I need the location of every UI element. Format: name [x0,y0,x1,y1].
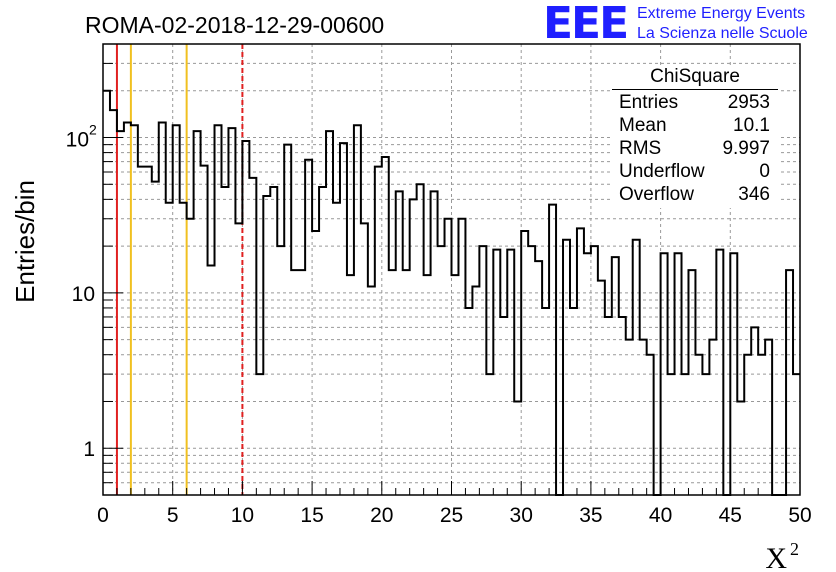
y-axis-title: Entries/bin [10,180,40,303]
x-axis-title: X [765,542,787,572]
stats-title: ChiSquare [650,66,740,87]
axis-ticks [102,43,801,496]
logo-subtitle-2: La Scienza nelle Scuole [637,25,808,42]
y-tick-label: 1 [83,438,95,461]
x-axis-title-superscript: 2 [790,539,799,559]
run-title: ROMA-02-2018-12-29-00600 [85,12,385,38]
x-tick-label: 20 [370,504,393,527]
x-tick-label: 40 [649,504,672,527]
x-tick-label: 0 [97,504,109,527]
y-tick-label-exponent: 2 [89,122,97,138]
stats-value-rms: 9.997 [722,138,770,159]
x-tick-label: 45 [719,504,742,527]
stats-value-underflow: 0 [759,161,770,182]
histogram-bins [103,89,800,496]
y-tick-label: 10 [66,129,89,152]
logo-subtitle-1: Extreme Energy Events [637,5,806,22]
stats-label-underflow: Underflow [619,161,705,182]
x-tick-labels: 0 5 10 15 20 25 30 35 40 45 50 [97,504,812,527]
stats-label-overflow: Overflow [619,184,694,205]
x-tick-label: 10 [231,504,254,527]
x-tick-label: 15 [300,504,323,527]
stats-value-entries: 2953 [727,92,770,113]
y-tick-label: 10 [72,283,95,306]
stats-box: ChiSquare Entries 2953 Mean 10.1 RMS 9.9… [612,66,778,208]
stats-label-mean: Mean [619,115,667,136]
x-tick-label: 25 [440,504,463,527]
stats-value-mean: 10.1 [733,115,770,136]
x-tick-label: 30 [510,504,533,527]
histogram-outline [103,89,800,496]
stats-label-rms: RMS [619,138,662,159]
stats-value-overflow: 346 [738,184,770,205]
x-tick-label: 50 [788,504,811,527]
stats-divider [612,89,778,90]
x-tick-label: 35 [579,504,602,527]
x-tick-label: 5 [167,504,179,527]
stats-label-entries: Entries [619,92,679,113]
eee-logo: EEE [543,0,629,49]
